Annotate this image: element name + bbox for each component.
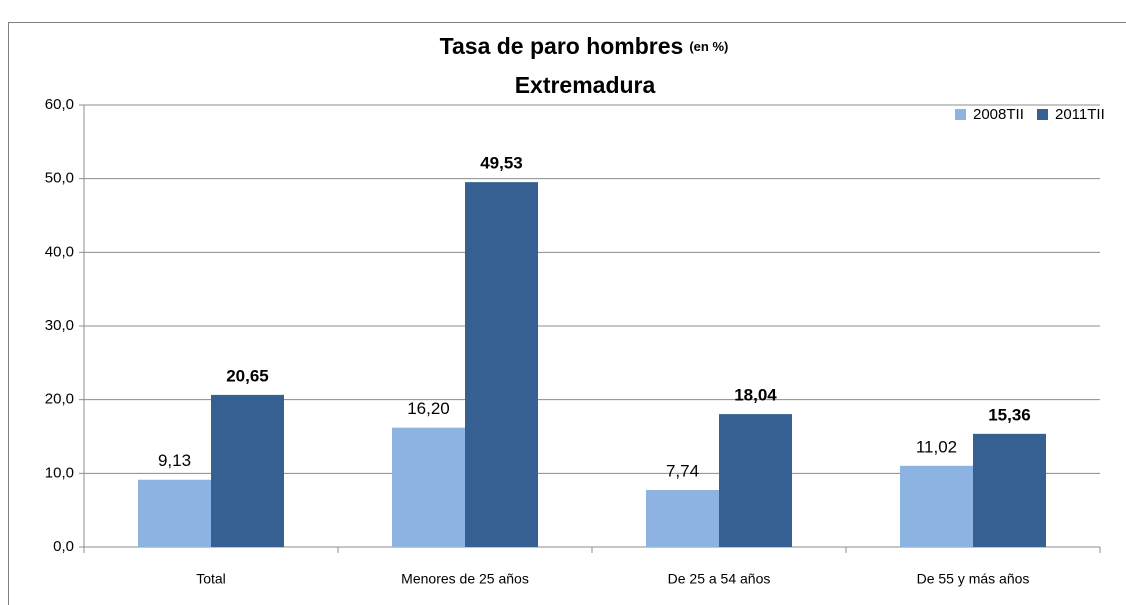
- value-label: 9,13: [158, 451, 191, 470]
- x-tick-label: Total: [196, 571, 226, 587]
- value-label: 7,74: [666, 461, 699, 480]
- x-tick-label: De 55 y más años: [917, 571, 1030, 587]
- value-label: 20,65: [226, 366, 269, 385]
- value-label: 11,02: [916, 437, 957, 456]
- y-tick-label: 20,0: [45, 391, 74, 408]
- x-tick-label: De 25 a 54 años: [668, 571, 771, 587]
- bar: [392, 427, 465, 547]
- bar: [900, 465, 973, 547]
- bar: [973, 433, 1046, 547]
- legend-label: 2011TII: [1055, 106, 1105, 123]
- x-tick-label: Menores de 25 años: [401, 571, 529, 587]
- bar: [138, 479, 211, 547]
- bar: [465, 182, 538, 547]
- bar: [646, 489, 719, 547]
- y-tick-label: 40,0: [45, 243, 74, 260]
- value-label: 15,36: [988, 405, 1031, 424]
- chart-title-line: Tasa de paro hombres (en %): [440, 33, 729, 59]
- y-tick-label: 30,0: [45, 317, 74, 334]
- value-label: 49,53: [480, 154, 523, 173]
- value-label: 18,04: [734, 386, 777, 405]
- y-tick-label: 60,0: [45, 96, 74, 113]
- bar: [719, 414, 792, 547]
- value-label: 16,20: [407, 399, 450, 418]
- legend-label: 2008TII: [973, 106, 1024, 123]
- y-tick-label: 10,0: [45, 464, 74, 481]
- chart-frame: [8, 22, 1126, 605]
- y-tick-label: 50,0: [45, 170, 74, 187]
- chart-title-unit: (en %): [689, 39, 728, 54]
- legend-swatch: [1037, 109, 1048, 120]
- bar: [211, 394, 284, 547]
- legend-swatch: [955, 109, 966, 120]
- y-tick-label: 0,0: [53, 538, 74, 555]
- chart-title: Tasa de paro hombres: [440, 33, 684, 59]
- chart-subtitle: Extremadura: [515, 72, 656, 98]
